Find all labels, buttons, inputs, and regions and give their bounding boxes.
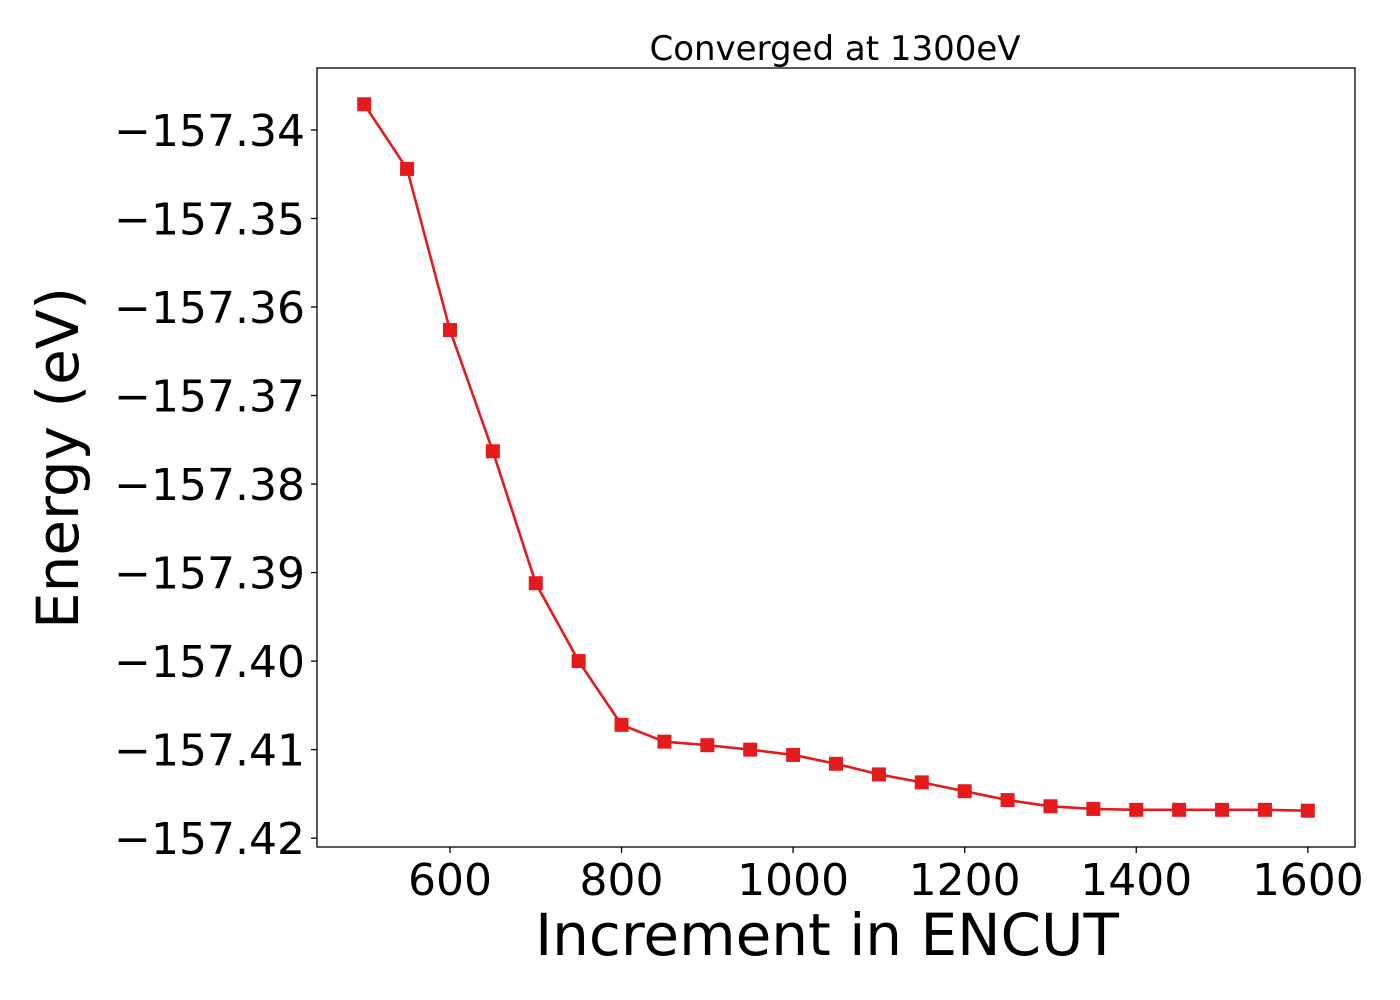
data-point-marker bbox=[743, 742, 758, 757]
x-axis-label: Increment in ENCUT bbox=[535, 901, 1119, 969]
y-tick-label: −157.39 bbox=[114, 549, 305, 600]
data-point-marker bbox=[1215, 802, 1230, 817]
data-point-marker bbox=[442, 323, 457, 338]
data-point-marker bbox=[1043, 799, 1058, 814]
x-tick-label: 1200 bbox=[909, 855, 1021, 906]
data-point-marker bbox=[1000, 793, 1015, 808]
x-tick-label: 600 bbox=[408, 855, 492, 906]
data-point-marker bbox=[1129, 802, 1144, 817]
y-tick-label: −157.40 bbox=[114, 637, 305, 688]
data-point-marker bbox=[357, 97, 372, 112]
data-point-marker bbox=[400, 161, 415, 176]
y-tick-label: −157.35 bbox=[114, 194, 305, 245]
data-point-marker bbox=[1300, 803, 1315, 818]
y-axis-ticks: −157.34 −157.35 −157.36 −157.37 −157.38 −157.… bbox=[114, 106, 317, 865]
data-point-marker bbox=[1172, 802, 1187, 817]
data-point-marker bbox=[657, 734, 672, 749]
data-point-marker bbox=[485, 444, 500, 459]
series-layer bbox=[357, 97, 1315, 818]
y-tick-label: −157.42 bbox=[114, 814, 305, 865]
y-axis-label: Energy (eV) bbox=[24, 287, 92, 629]
y-tick-label: −157.38 bbox=[114, 460, 305, 511]
x-tick-label: 800 bbox=[580, 855, 664, 906]
chart-title: Converged at 1300eV bbox=[649, 29, 1020, 69]
data-point-marker bbox=[829, 756, 843, 771]
plot-area-frame bbox=[316, 67, 1356, 848]
data-point-marker bbox=[871, 767, 886, 782]
y-tick-label: −157.37 bbox=[114, 372, 305, 423]
y-tick-label: −157.34 bbox=[114, 106, 305, 157]
x-tick-label: 1600 bbox=[1252, 855, 1364, 906]
x-tick-label: 1000 bbox=[737, 855, 849, 906]
x-tick-label: 1400 bbox=[1080, 855, 1192, 906]
data-point-marker bbox=[914, 775, 929, 790]
y-tick-label: −157.41 bbox=[114, 726, 305, 777]
series-line bbox=[363, 103, 1308, 813]
data-point-marker bbox=[528, 576, 543, 591]
data-point-marker bbox=[571, 654, 586, 669]
data-point-marker bbox=[700, 738, 715, 753]
data-point-marker bbox=[1257, 802, 1272, 817]
data-point-marker bbox=[786, 747, 801, 762]
y-tick-label: −157.36 bbox=[114, 283, 305, 334]
data-point-marker bbox=[957, 784, 972, 799]
data-point-marker bbox=[614, 717, 629, 732]
data-point-marker bbox=[1086, 801, 1101, 816]
x-axis-ticks: 600 800 1000 1200 1400 1600 bbox=[408, 847, 1364, 906]
